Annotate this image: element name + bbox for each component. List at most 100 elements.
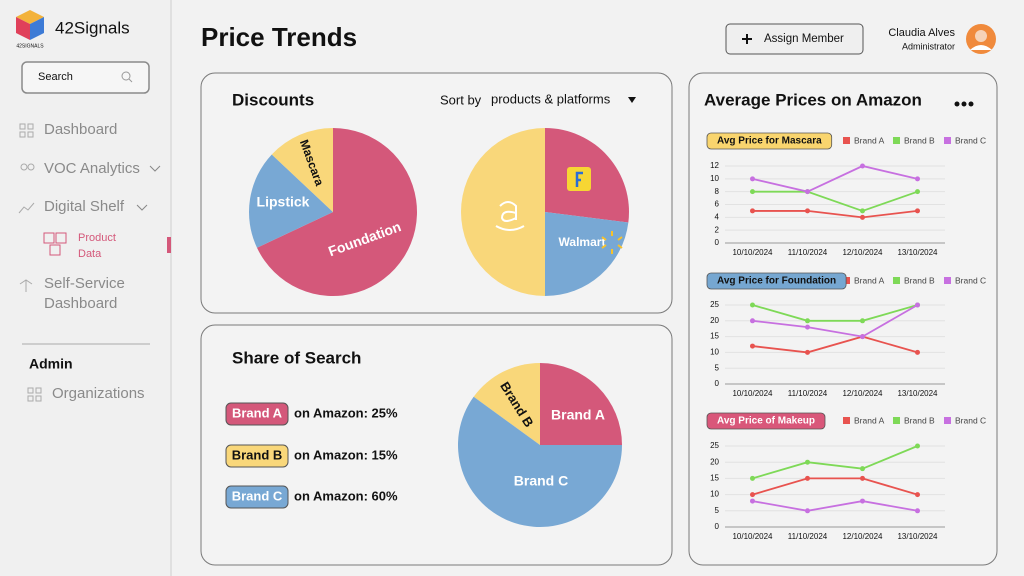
brand-label: Brand C (232, 488, 283, 503)
series-point (860, 466, 865, 472)
series-line (752, 210, 918, 219)
pie-slice (540, 363, 622, 445)
series-point (805, 208, 810, 214)
menu-item[interactable]: Digital Shelf (44, 198, 125, 215)
active-indicator (167, 237, 171, 253)
admin-heading: Admin (29, 356, 73, 372)
assign-button[interactable] (725, 23, 864, 55)
dropdown-arrow[interactable] (628, 97, 636, 103)
menu-item[interactable]: Self-Service Dashboard (44, 275, 125, 312)
avatar[interactable] (966, 24, 996, 54)
menu-item[interactable]: Organizations (52, 385, 145, 402)
series-point (805, 349, 810, 355)
series-line (752, 500, 918, 512)
pie-slice (256, 128, 418, 296)
user-name: Claudia Alves (888, 27, 955, 39)
y-tick-label: 10 (710, 490, 719, 499)
brand-value: on Amazon: 60% (294, 488, 398, 503)
x-tick-label: 10/10/2024 (732, 248, 773, 257)
y-tick-label: 0 (715, 379, 720, 388)
legend-label: Brand C (955, 135, 986, 145)
series-point (805, 475, 810, 481)
submenu-item[interactable]: Product Data (78, 232, 116, 260)
chart-title-pill (706, 272, 847, 290)
y-tick-label: 25 (710, 441, 719, 450)
x-tick-label: 11/10/2024 (788, 389, 828, 398)
card-title: Average Prices on Amazon (704, 90, 922, 109)
series-point (860, 334, 865, 340)
series-point (750, 343, 755, 349)
x-tick-label: 12/10/2024 (842, 248, 883, 257)
y-tick-label: 8 (715, 187, 720, 196)
y-tick-label: 15 (710, 474, 719, 483)
y-tick-label: 4 (715, 212, 720, 221)
brand-pill (225, 402, 289, 426)
sort-label: Sort by (440, 92, 482, 107)
series-line (752, 304, 918, 322)
legend-label: Brand A (854, 415, 885, 425)
legend-label: Brand A (854, 135, 885, 145)
x-tick-label: 11/10/2024 (788, 532, 828, 541)
x-tick-label: 13/10/2024 (897, 248, 938, 257)
search-box[interactable] (21, 61, 150, 94)
y-tick-label: 15 (710, 332, 719, 341)
y-tick-label: 10 (710, 348, 719, 357)
series-line (752, 165, 918, 193)
series-point (915, 349, 920, 355)
y-tick-label: 0 (715, 522, 720, 531)
button-label: Assign Member (764, 33, 844, 45)
series-point (750, 189, 755, 195)
brand-label: Brand A (232, 405, 283, 420)
pie-slice (271, 128, 333, 212)
series-point (805, 459, 810, 465)
brand-pill (225, 444, 289, 468)
y-tick-label: 2 (715, 225, 720, 234)
series-line (752, 335, 918, 354)
menu-item[interactable]: VOC Analytics (44, 160, 140, 177)
sidebar (0, 0, 171, 576)
more-menu[interactable] (954, 101, 974, 107)
slice-label: Brand C (514, 473, 568, 489)
series-point (750, 176, 755, 182)
y-tick-label: 10 (710, 174, 719, 183)
x-tick-label: 13/10/2024 (897, 389, 938, 398)
series-point (750, 498, 755, 504)
legend-swatch (944, 137, 951, 144)
chart-title-pill (706, 132, 833, 150)
series-point (860, 163, 865, 169)
legend-label: Brand A (854, 275, 885, 285)
menu-wrap: Self-Service Dashboard (44, 275, 125, 312)
series-point (805, 189, 810, 195)
brand-small: 42SIGNALS (16, 43, 44, 49)
series-line (752, 304, 918, 338)
user-role: Administrator (902, 41, 955, 51)
x-tick-label: 10/10/2024 (732, 532, 773, 541)
series-point (805, 318, 810, 324)
series-point (750, 318, 755, 324)
logo (16, 10, 44, 40)
series-point (860, 498, 865, 504)
series-point (805, 324, 810, 330)
y-tick-label: 20 (710, 457, 719, 466)
y-tick-label: 5 (715, 363, 720, 372)
brand-value: on Amazon: 15% (294, 447, 398, 462)
sort-value[interactable]: products & platforms (491, 91, 611, 106)
pie-slice (458, 396, 622, 527)
series-point (915, 208, 920, 214)
menu-item[interactable]: Dashboard (44, 121, 117, 138)
legend-label: Brand C (955, 415, 986, 425)
series-line (752, 190, 918, 212)
x-tick-label: 10/10/2024 (732, 389, 773, 398)
y-tick-label: 12 (710, 161, 719, 170)
series-point (915, 508, 920, 514)
product-icon (43, 232, 67, 256)
series-point (915, 492, 920, 498)
x-tick-label: 13/10/2024 (897, 532, 938, 541)
search-placeholder: Search (38, 71, 73, 83)
legend-swatch (843, 417, 850, 424)
legend-swatch (944, 417, 951, 424)
brand-pill (225, 485, 289, 509)
amazon-logo (495, 201, 525, 231)
search-icon (121, 71, 133, 83)
